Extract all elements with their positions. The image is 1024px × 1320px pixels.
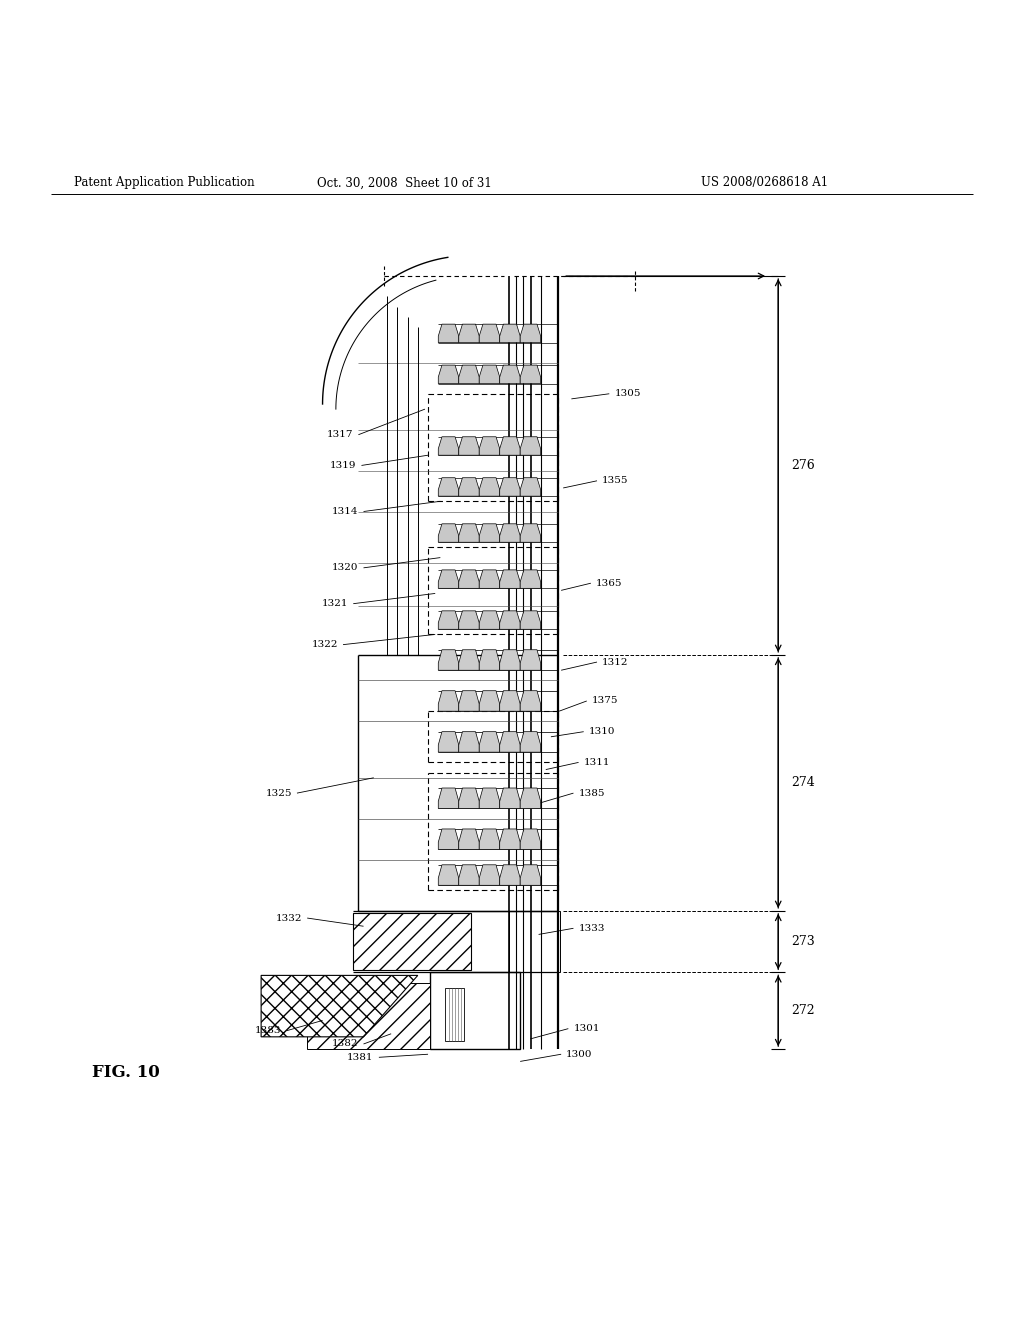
- Polygon shape: [438, 731, 459, 752]
- Polygon shape: [520, 731, 541, 752]
- Polygon shape: [438, 865, 459, 886]
- Polygon shape: [438, 478, 459, 496]
- Polygon shape: [479, 829, 500, 850]
- Polygon shape: [520, 611, 541, 630]
- Polygon shape: [459, 611, 479, 630]
- Polygon shape: [438, 649, 459, 671]
- Text: 1312: 1312: [602, 657, 629, 667]
- Polygon shape: [500, 690, 520, 711]
- Polygon shape: [520, 788, 541, 808]
- Polygon shape: [520, 524, 541, 543]
- Polygon shape: [500, 731, 520, 752]
- FancyBboxPatch shape: [445, 987, 464, 1041]
- Polygon shape: [479, 325, 500, 343]
- Polygon shape: [459, 690, 479, 711]
- Text: 1355: 1355: [602, 477, 629, 486]
- Polygon shape: [459, 865, 479, 886]
- Polygon shape: [438, 788, 459, 808]
- Polygon shape: [459, 788, 479, 808]
- Polygon shape: [459, 437, 479, 455]
- Polygon shape: [479, 524, 500, 543]
- Polygon shape: [520, 325, 541, 343]
- FancyBboxPatch shape: [353, 913, 471, 970]
- Polygon shape: [500, 524, 520, 543]
- Polygon shape: [479, 437, 500, 455]
- Polygon shape: [438, 690, 459, 711]
- Polygon shape: [479, 788, 500, 808]
- Text: Oct. 30, 2008  Sheet 10 of 31: Oct. 30, 2008 Sheet 10 of 31: [317, 177, 492, 189]
- Polygon shape: [459, 570, 479, 589]
- Polygon shape: [500, 325, 520, 343]
- Polygon shape: [459, 478, 479, 496]
- Polygon shape: [500, 649, 520, 671]
- Text: 272: 272: [792, 1005, 815, 1018]
- Text: 1365: 1365: [596, 578, 623, 587]
- Polygon shape: [459, 649, 479, 671]
- Polygon shape: [307, 982, 430, 1049]
- Polygon shape: [459, 366, 479, 384]
- Polygon shape: [520, 865, 541, 886]
- Polygon shape: [459, 524, 479, 543]
- Polygon shape: [479, 611, 500, 630]
- Polygon shape: [500, 478, 520, 496]
- Polygon shape: [500, 366, 520, 384]
- Polygon shape: [479, 690, 500, 711]
- Text: 1305: 1305: [614, 389, 641, 399]
- Polygon shape: [479, 649, 500, 671]
- Polygon shape: [520, 437, 541, 455]
- Polygon shape: [459, 325, 479, 343]
- Text: 1320: 1320: [332, 564, 358, 573]
- Polygon shape: [438, 829, 459, 850]
- Text: 1381: 1381: [347, 1053, 374, 1061]
- Polygon shape: [500, 437, 520, 455]
- Polygon shape: [479, 366, 500, 384]
- Text: 274: 274: [792, 776, 815, 789]
- Text: US 2008/0268618 A1: US 2008/0268618 A1: [701, 177, 828, 189]
- Polygon shape: [520, 829, 541, 850]
- Text: 1385: 1385: [579, 788, 605, 797]
- Text: 1382: 1382: [332, 1040, 358, 1048]
- Polygon shape: [438, 611, 459, 630]
- Polygon shape: [520, 649, 541, 671]
- Polygon shape: [459, 829, 479, 850]
- Polygon shape: [500, 570, 520, 589]
- Text: 1333: 1333: [579, 924, 605, 933]
- Text: 1321: 1321: [322, 599, 348, 609]
- Polygon shape: [438, 524, 459, 543]
- Text: Patent Application Publication: Patent Application Publication: [74, 177, 254, 189]
- Text: 1375: 1375: [592, 697, 618, 705]
- Polygon shape: [479, 570, 500, 589]
- Polygon shape: [479, 731, 500, 752]
- Polygon shape: [438, 437, 459, 455]
- Text: 1322: 1322: [311, 640, 338, 649]
- Polygon shape: [438, 570, 459, 589]
- Text: 1383: 1383: [255, 1026, 282, 1035]
- Polygon shape: [520, 478, 541, 496]
- Polygon shape: [500, 611, 520, 630]
- Text: 1314: 1314: [332, 507, 358, 516]
- Text: 276: 276: [792, 459, 815, 473]
- Polygon shape: [261, 975, 418, 1036]
- Text: 1325: 1325: [265, 788, 292, 797]
- Text: 1300: 1300: [566, 1049, 593, 1059]
- Polygon shape: [479, 478, 500, 496]
- Text: 1319: 1319: [330, 461, 356, 470]
- Text: 1332: 1332: [275, 913, 302, 923]
- Polygon shape: [500, 788, 520, 808]
- Polygon shape: [520, 570, 541, 589]
- Polygon shape: [520, 366, 541, 384]
- Polygon shape: [500, 865, 520, 886]
- Text: FIG. 10: FIG. 10: [92, 1064, 160, 1081]
- Polygon shape: [438, 366, 459, 384]
- Text: 1310: 1310: [589, 727, 615, 737]
- Text: 1311: 1311: [584, 758, 610, 767]
- Text: 1301: 1301: [573, 1024, 600, 1034]
- Polygon shape: [459, 731, 479, 752]
- Polygon shape: [520, 690, 541, 711]
- Polygon shape: [479, 865, 500, 886]
- Polygon shape: [500, 829, 520, 850]
- Polygon shape: [438, 325, 459, 343]
- Text: 273: 273: [792, 935, 815, 948]
- Text: 1317: 1317: [327, 430, 353, 440]
